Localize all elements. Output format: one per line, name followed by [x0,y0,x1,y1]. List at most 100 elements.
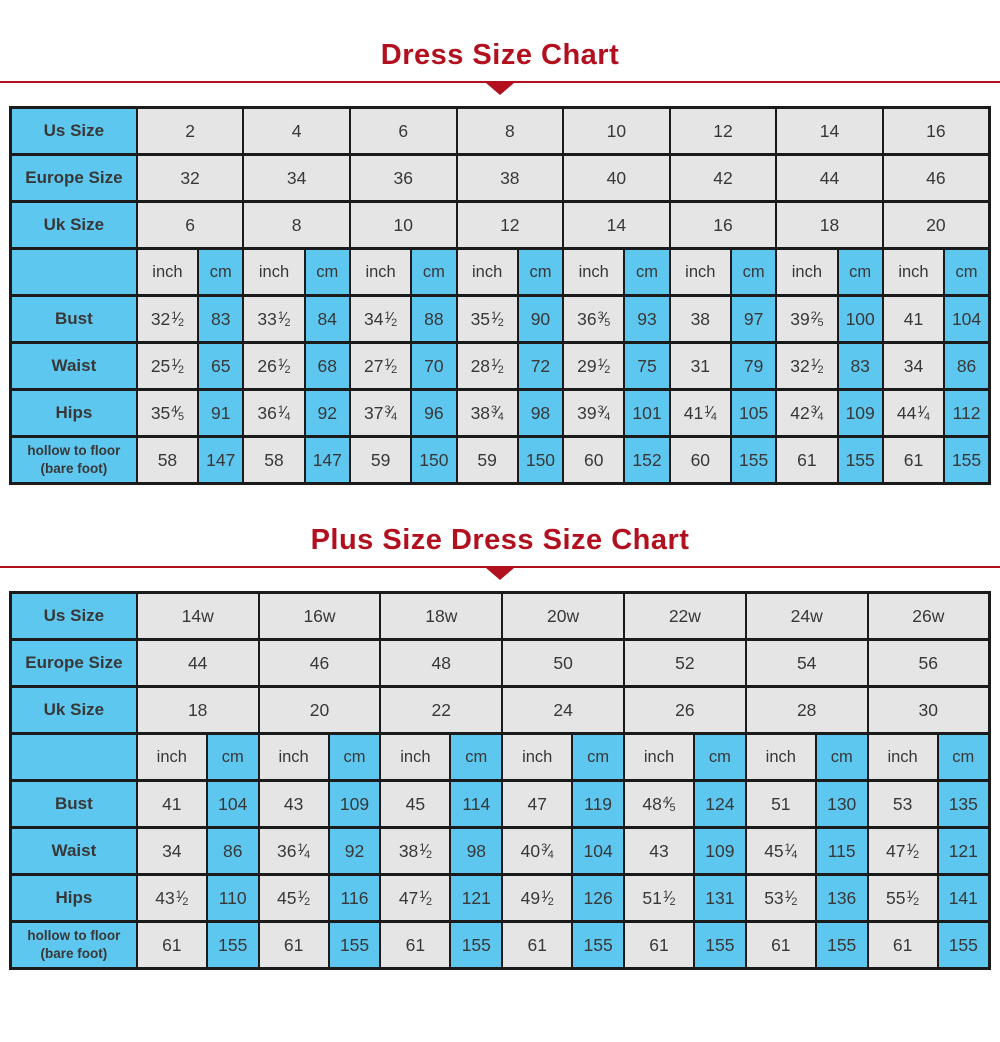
row-label [9,732,138,782]
table-cell: 155 [729,435,778,485]
table-cell: 112 [943,388,991,438]
table-cell: 121 [449,873,504,923]
table-cell: 152 [623,435,671,485]
table-cell: 281⁄2 [455,341,519,391]
table-cell: 88 [410,294,458,344]
table-row: Bust 321⁄2 83 331⁄2 84 341⁄2 88 351⁄2 90 363⁄5 93 3… [9,294,991,344]
table-cell: 54 [744,638,869,688]
table-row: hollow to floor (bare foot) 58 147 58 147 59 1… [9,435,991,485]
table-cell: 60 [562,435,626,485]
table-cell: 147 [303,435,351,485]
table-cell: 10 [348,200,458,250]
table-cell: 10 [562,106,671,156]
table-cell: 471⁄2 [866,826,939,876]
table-cell: 484⁄5 [622,779,696,829]
table-cell: 38 [455,153,565,203]
table-cell: 121 [936,826,991,876]
table-cell: 115 [814,826,869,876]
row-label: Waist [9,341,138,391]
table-cell: 471⁄2 [379,873,452,923]
table-cell: 251⁄2 [135,341,200,391]
table-cell: 40 [562,153,671,203]
table-cell: 38 [668,294,732,344]
table-row: Uk Size 6 8 10 12 14 16 18 20 [9,200,991,250]
table-cell: 84 [303,294,351,344]
table-cell: 531⁄2 [744,873,817,923]
table-cell: 98 [449,826,504,876]
table-cell: 83 [836,341,884,391]
table-cell: 114 [449,779,504,829]
table-cell: 30 [866,685,991,735]
table-cell: 24 [501,685,625,735]
table-cell: 51 [744,779,817,829]
table-cell: 14 [775,106,884,156]
table-cell: 155 [943,435,991,485]
table-cell: 36 [348,153,458,203]
table-cell: 100 [836,294,884,344]
table-cell: inch [866,732,939,782]
row-label [9,247,138,297]
table-cell: 61 [881,435,946,485]
row-label: Bust [9,294,138,344]
table-cell: inch [775,247,839,297]
table-cell: 18 [135,685,260,735]
table-cell: cm [571,732,625,782]
table-cell: 104 [571,826,625,876]
row-label: Bust [9,779,138,829]
table-cell: cm [449,732,504,782]
plus-size-dress-size-table: Us Size 14w 16w 18w 20w 22w 24w 26w Europe Size 4… [9,591,991,970]
table-cell: 53 [866,779,939,829]
table-cell: 41 [881,294,946,344]
table-cell: 126 [571,873,625,923]
dress-size-table: Us Size 2 4 6 8 10 12 14 16 Europe Size 32 34 36 38 40… [9,106,991,485]
row-label: Us Size [9,591,138,641]
table-cell: 373⁄4 [348,388,413,438]
table-cell: 34 [135,826,208,876]
table-cell: inch [455,247,519,297]
table-cell: 411⁄4 [668,388,732,438]
row-label: Hips [9,388,138,438]
table-cell: 131 [693,873,747,923]
table-cell: 68 [303,341,351,391]
table-cell: 79 [729,341,778,391]
table-cell: 92 [327,826,382,876]
table-cell: cm [623,247,671,297]
table-cell: 105 [729,388,778,438]
table-cell: 32 [135,153,245,203]
table-row: inch cm inch cm inch cm inch cm inch cm inch cm inch… [9,732,991,782]
table-cell: 321⁄2 [775,341,839,391]
table-cell: 41 [135,779,208,829]
table-cell: 155 [571,920,625,970]
table-cell: inch [135,247,200,297]
table-cell: 141 [936,873,991,923]
table-cell: inch [379,732,452,782]
table-cell: 43 [622,826,696,876]
table-cell: 61 [135,920,208,970]
table-cell: 34 [881,341,946,391]
table-cell: 551⁄2 [866,873,939,923]
table-cell: 291⁄2 [562,341,626,391]
table-cell: 45 [379,779,452,829]
table-cell: cm [410,247,458,297]
table-cell: 97 [729,294,778,344]
table-cell: 56 [866,638,991,688]
table-cell: 46 [257,638,382,688]
row-label: Waist [9,826,138,876]
table-cell: 61 [866,920,939,970]
table-cell: 155 [449,920,504,970]
table-cell: 491⁄2 [501,873,574,923]
table-cell: 110 [205,873,260,923]
table-cell: 109 [327,779,382,829]
table-cell: cm [943,247,991,297]
table-row: hollow to floor (bare foot) 61 155 61 155 61 1… [9,920,991,970]
table-cell: inch [744,732,817,782]
table-cell: cm [205,732,260,782]
table-cell: 4 [242,106,351,156]
table-cell: 70 [410,341,458,391]
row-label: Us Size [9,106,138,156]
table-cell: 136 [814,873,869,923]
table-cell: 155 [693,920,747,970]
table-cell: cm [303,247,351,297]
table-cell: 86 [943,341,991,391]
table-cell: cm [836,247,884,297]
